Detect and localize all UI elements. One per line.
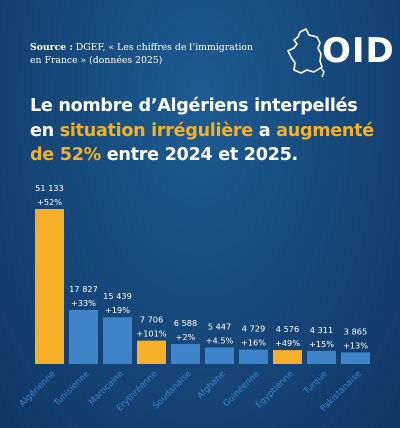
change-label: +2% (176, 332, 196, 342)
headline-highlight-2: augmenté de 52% (30, 120, 374, 166)
source-label: Source : (30, 42, 73, 53)
value-label: 17 827 (69, 284, 98, 294)
headline-part1: Le nombre d’Algériens interpellés en (30, 96, 358, 141)
bar (239, 349, 268, 364)
value-label: 4 311 (310, 325, 333, 335)
value-label: 4 576 (276, 324, 299, 334)
bar (103, 317, 132, 364)
change-label: +15% (309, 339, 334, 349)
value-label: 51 133 (35, 183, 64, 193)
value-label: 4 729 (242, 324, 265, 334)
oid-logo: OID (286, 26, 394, 78)
category-label: Algérienne (17, 368, 58, 409)
headline-part3: entre 2024 et 2025. (100, 145, 298, 165)
value-label: 15 439 (103, 291, 132, 301)
source-text: DGEF, « Les chiffres de l’immigration en… (30, 42, 254, 66)
change-label: +33% (71, 298, 96, 308)
category-label: Afghane (195, 369, 227, 401)
bar (307, 350, 336, 364)
category-label: Tunisienne (52, 369, 92, 409)
bar (137, 340, 166, 364)
value-label: 6 588 (174, 318, 197, 328)
bar (35, 209, 64, 364)
change-label: +52% (37, 197, 62, 207)
bar (341, 352, 370, 364)
source-note: Source : DGEF, « Les chiffres de l’immig… (30, 41, 260, 67)
change-label: +19% (105, 305, 130, 315)
france-outline-icon (287, 28, 325, 78)
change-label: +16% (241, 338, 266, 348)
bar (171, 344, 200, 364)
change-label: +101% (136, 329, 166, 339)
bar (273, 350, 302, 364)
bar (69, 309, 98, 364)
bar (205, 347, 234, 364)
change-label: +13% (343, 340, 368, 350)
logo-text: OID (322, 31, 395, 71)
value-label: 7 706 (140, 315, 163, 325)
value-label: 5 447 (208, 321, 231, 331)
value-label: 3 865 (344, 326, 367, 336)
change-label: +49% (275, 338, 300, 348)
change-label: +4.5% (206, 335, 234, 345)
headline-highlight-1: situation irrégulière (59, 120, 254, 141)
headline-part2: a (252, 120, 277, 141)
headline: Le nombre d’Algériens interpellés en sit… (30, 94, 380, 168)
category-label: Turque (301, 369, 329, 397)
